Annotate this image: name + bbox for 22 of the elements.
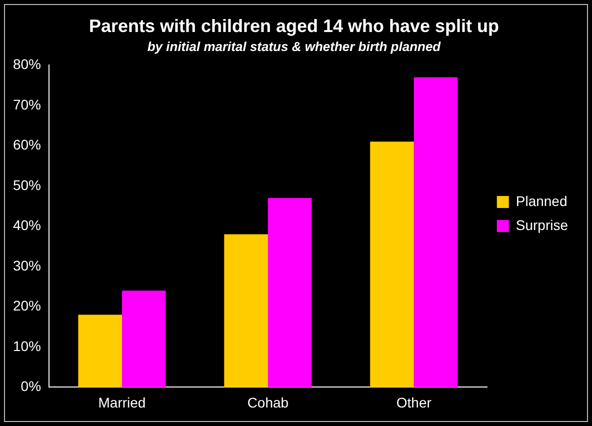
legend-label: Surprise [516, 216, 568, 233]
y-tick-label: 70% [12, 96, 42, 112]
x-tick-label: Cohab [247, 394, 289, 410]
y-tick-label: 20% [12, 298, 42, 314]
chart-title: Parents with children aged 14 who have split up [88, 16, 500, 36]
y-tick-label: 30% [12, 257, 42, 274]
legend-label: Planned [516, 192, 568, 209]
y-tick-label: 60% [12, 136, 42, 153]
y-tick-label: 10% [12, 338, 42, 354]
bar [122, 290, 166, 388]
bar [78, 314, 122, 388]
x-tick-label: Married [98, 394, 146, 410]
y-tick-label: 40% [12, 217, 42, 234]
y-tick-label: 50% [12, 176, 42, 193]
bar [224, 234, 268, 388]
bar [268, 198, 312, 388]
y-tick-label: 0% [20, 378, 42, 394]
x-tick-label: Other [396, 394, 432, 410]
chart-subtitle: by initial marital status & whether birth planned [147, 38, 442, 54]
bar [370, 142, 414, 388]
y-tick-label: 80% [12, 56, 42, 72]
bar [414, 77, 458, 388]
